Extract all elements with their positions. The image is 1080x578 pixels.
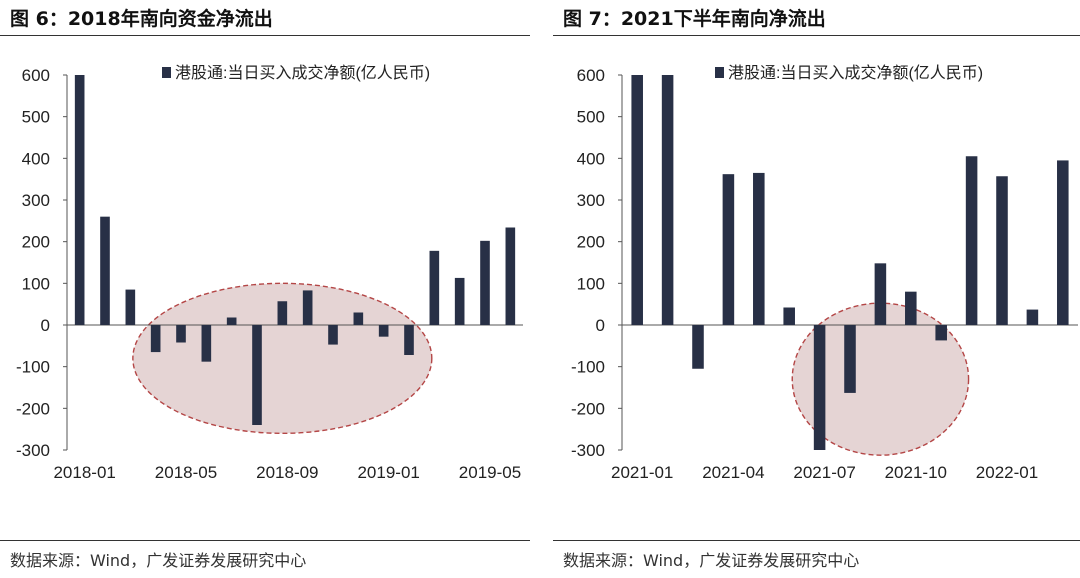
bar bbox=[965, 156, 978, 325]
bar bbox=[100, 216, 110, 325]
bar bbox=[226, 317, 237, 325]
title-rule bbox=[0, 35, 530, 36]
legend-label: 港股通:当日买入成交净额(亿人民币) bbox=[175, 64, 430, 82]
bar bbox=[252, 325, 262, 425]
bar bbox=[505, 227, 516, 325]
bar bbox=[783, 307, 795, 325]
y-tick-label: 600 bbox=[577, 66, 605, 85]
bar bbox=[378, 325, 389, 337]
bar bbox=[905, 291, 917, 325]
x-tick-label: 2018-09 bbox=[256, 463, 318, 482]
x-tick-label: 2018-01 bbox=[53, 463, 115, 482]
y-tick-label: 0 bbox=[41, 316, 50, 335]
x-tick-label: 2021-10 bbox=[885, 463, 947, 482]
bar bbox=[176, 325, 186, 343]
chart-title: 图 7：2021下半年南向净流出 bbox=[563, 8, 826, 30]
bar bbox=[201, 325, 212, 362]
y-tick-label: -200 bbox=[16, 399, 50, 418]
x-tick-label: 2018-05 bbox=[155, 463, 217, 482]
y-tick-label: -100 bbox=[571, 358, 605, 377]
bar bbox=[454, 277, 465, 325]
legend-swatch bbox=[715, 67, 724, 78]
x-tick-label: 2019-05 bbox=[459, 463, 521, 482]
y-tick-label: 100 bbox=[577, 274, 605, 293]
bar bbox=[480, 240, 490, 325]
legend-label: 港股通:当日买入成交净额(亿人民币) bbox=[728, 64, 983, 82]
x-tick-label: 2021-07 bbox=[793, 463, 855, 482]
bar bbox=[692, 325, 704, 369]
bar bbox=[1057, 160, 1069, 325]
bar bbox=[1026, 309, 1039, 325]
chart-panel-right: 图 7：2021下半年南向净流出 600 500 400 300 200 100 0 -100… bbox=[553, 0, 1080, 578]
x-tick-label: 2021-01 bbox=[611, 463, 673, 482]
bar bbox=[150, 325, 161, 353]
bar bbox=[74, 75, 85, 325]
chart-title: 图 6：2018年南向资金净流出 bbox=[10, 8, 273, 30]
y-tick-label: 300 bbox=[22, 191, 50, 210]
y-tick-label: 200 bbox=[577, 233, 605, 252]
bar bbox=[996, 176, 1008, 325]
x-tick-label: 2019-01 bbox=[357, 463, 419, 482]
y-tick-label: 400 bbox=[577, 149, 605, 168]
bar bbox=[353, 312, 364, 325]
chart-panel-left: 图 6：2018年南向资金净流出 600 500 400 300 200 100 0 -100… bbox=[0, 0, 530, 578]
bar bbox=[302, 290, 313, 325]
bar bbox=[429, 250, 440, 325]
y-tick-label: -100 bbox=[16, 358, 50, 377]
bar bbox=[935, 325, 947, 341]
bar bbox=[813, 325, 826, 450]
y-tick-label: 500 bbox=[577, 108, 605, 127]
bar-chart-2021: 600 500 400 300 200 100 0 -100 -200 -300 2021-01 20… bbox=[571, 64, 1078, 482]
y-tick-label: -300 bbox=[571, 441, 605, 460]
bar bbox=[277, 301, 288, 325]
source-note: 数据来源：Wind，广发证券发展研究中心 bbox=[10, 551, 307, 570]
x-tick-label: 2021-04 bbox=[702, 463, 764, 482]
y-tick-label: 500 bbox=[22, 108, 50, 127]
y-tick-label: 400 bbox=[22, 149, 50, 168]
source-rule bbox=[0, 540, 530, 541]
y-tick-label: -200 bbox=[571, 399, 605, 418]
title-rule bbox=[553, 35, 1080, 36]
y-tick-label: 200 bbox=[22, 233, 50, 252]
bar bbox=[722, 174, 735, 325]
y-tick-label: 0 bbox=[596, 316, 605, 335]
bar bbox=[844, 325, 856, 393]
bar bbox=[328, 325, 338, 345]
y-tick-label: 300 bbox=[577, 191, 605, 210]
x-tick-label: 2022-01 bbox=[976, 463, 1038, 482]
y-tick-label: 600 bbox=[22, 66, 50, 85]
y-tick-label: -300 bbox=[16, 441, 50, 460]
legend-swatch bbox=[162, 67, 171, 78]
bar bbox=[753, 172, 765, 325]
bar bbox=[631, 75, 643, 325]
y-tick-label: 100 bbox=[22, 274, 50, 293]
source-note: 数据来源：Wind，广发证券发展研究中心 bbox=[563, 551, 860, 570]
bar bbox=[661, 75, 674, 325]
bar bbox=[404, 325, 414, 355]
bar bbox=[125, 289, 136, 325]
bar bbox=[874, 263, 887, 325]
source-rule bbox=[553, 540, 1080, 541]
